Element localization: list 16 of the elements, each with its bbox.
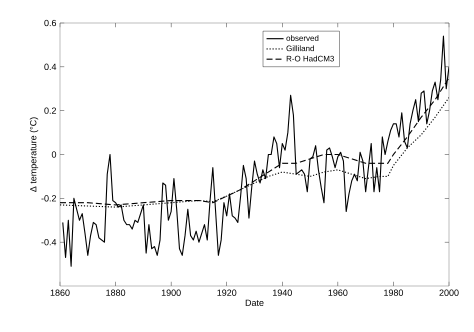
x-tick-label: 1960 xyxy=(328,290,348,296)
x-axis-title: Date xyxy=(246,300,264,306)
x-tick-label: 1880 xyxy=(106,290,126,296)
y-tick-label: 0.6 xyxy=(44,20,56,26)
x-tick-label: 2000 xyxy=(439,290,459,296)
x-tick-label: 1980 xyxy=(384,290,404,296)
x-tick-label: 1920 xyxy=(217,290,236,296)
x-tick-label: 1860 xyxy=(50,290,70,296)
y-tick-label: 0 xyxy=(52,151,56,158)
y-tick-label: 0.4 xyxy=(44,64,56,70)
y-axis-title: Δ temperature (°C) xyxy=(30,117,38,192)
x-tick-label: 1900 xyxy=(162,290,181,296)
y-tick-label: 0.2 xyxy=(44,107,56,114)
y-tick-label: -0.2 xyxy=(41,195,56,202)
x-tick-label: 1940 xyxy=(273,290,292,296)
y-tick-label: -0.4 xyxy=(41,238,56,246)
